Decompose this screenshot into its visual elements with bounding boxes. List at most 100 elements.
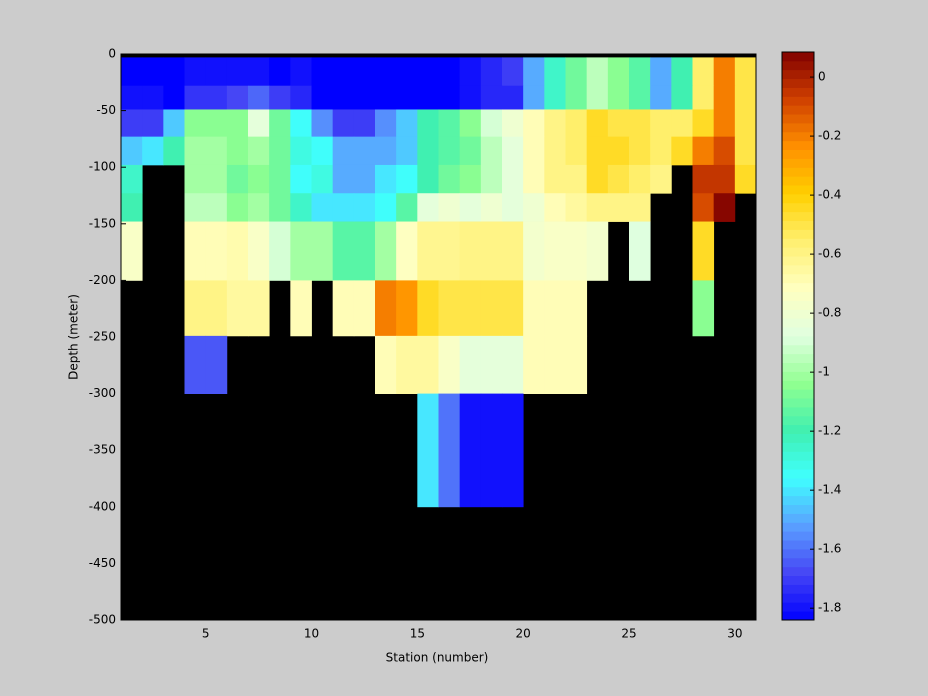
heatmap-cell: [290, 109, 312, 138]
colorbar-swatch: [782, 327, 814, 337]
heatmap-cell: [523, 136, 545, 166]
heatmap-cell: [480, 164, 503, 194]
heatmap-cell: [734, 136, 757, 166]
heatmap-cell: [459, 109, 482, 138]
heatmap-cell: [142, 57, 164, 87]
heatmap-cell: [396, 85, 418, 110]
heatmap-cell: [184, 109, 207, 138]
heatmap-cell: [586, 136, 609, 166]
heatmap-cell: [650, 164, 672, 194]
heatmap-cell: [523, 335, 545, 394]
heatmap-cell: [650, 109, 672, 138]
heatmap-cell: [459, 164, 482, 194]
heatmap-cell: [375, 193, 397, 222]
heatmap-cell: [523, 193, 545, 222]
heatmap-cell: [523, 109, 545, 138]
heatmap-cell: [586, 85, 609, 110]
heatmap-cell: [142, 136, 164, 166]
heatmap-cell: [607, 57, 630, 87]
heatmap-cell: [248, 221, 270, 281]
heatmap-cell: [121, 164, 143, 194]
heatmap-cell: [353, 109, 376, 138]
colorbar-swatch: [782, 247, 814, 257]
colorbar-swatch: [782, 602, 814, 612]
heatmap-cell: [226, 221, 249, 281]
heatmap-cell: [417, 85, 439, 110]
heatmap-cell: [226, 85, 249, 110]
heatmap-cell: [459, 280, 482, 337]
heatmap-cell: [713, 136, 736, 166]
heatmap-cell: [713, 164, 736, 194]
heatmap-cell: [607, 193, 630, 222]
heatmap-cell: [502, 221, 524, 281]
heatmap-cell: [502, 393, 524, 508]
colorbar-swatch: [782, 202, 814, 213]
heatmap-cell: [269, 221, 291, 281]
heatmap-cell: [417, 193, 439, 222]
heatmap-cell: [184, 57, 207, 87]
colorbar-swatch: [782, 96, 814, 106]
heatmap-cell: [713, 109, 736, 138]
heatmap-cell: [607, 164, 630, 194]
heatmap-cell: [459, 393, 482, 508]
heatmap-cell: [226, 57, 249, 87]
heatmap-cell: [121, 193, 143, 222]
colorbar-swatch: [782, 105, 814, 115]
colorbar-frame: [781, 51, 815, 621]
heatmap-cell: [205, 335, 228, 394]
heatmap-cell: [544, 109, 566, 138]
colorbar-swatch: [782, 87, 814, 97]
heatmap-cell: [205, 221, 228, 281]
heatmap-cell: [248, 280, 270, 337]
heatmap-cell: [417, 335, 439, 394]
colorbar-tick-label: -1: [818, 365, 830, 379]
heatmap-cell: [607, 85, 630, 110]
heatmap-cell: [459, 57, 482, 87]
heatmap-cell: [311, 136, 334, 166]
colorbar-swatch: [782, 149, 814, 159]
heatmap-cell: [692, 280, 715, 337]
colorbar-swatch: [782, 442, 814, 452]
heatmap-cell: [121, 57, 143, 87]
heatmap-cell: [692, 164, 715, 194]
colorbar-swatch: [782, 300, 814, 310]
heatmap-cell: [142, 85, 164, 110]
heatmap-cell: [565, 57, 588, 87]
heatmap-cell: [353, 221, 376, 281]
heatmap-cell: [480, 57, 503, 87]
heatmap-cell: [142, 109, 164, 138]
colorbar-swatch: [782, 69, 814, 80]
heatmap-cell: [332, 221, 355, 281]
heatmap-cell: [417, 280, 439, 337]
heatmap-cell: [184, 136, 207, 166]
heatmap-cell: [544, 85, 566, 110]
colorbar-swatch: [782, 211, 814, 222]
colorbar-swatch: [782, 371, 814, 381]
heatmap-cell: [459, 136, 482, 166]
heatmap-cell: [269, 164, 291, 194]
colorbar-swatch: [782, 575, 814, 585]
heatmap-cell: [692, 221, 715, 281]
x-tick-label: 30: [727, 627, 742, 641]
colorbar-tick-label: -0.4: [818, 188, 841, 202]
colorbar-tick-label: -1.8: [818, 601, 841, 615]
heatmap-cell: [417, 221, 439, 281]
heatmap-cell: [290, 164, 312, 194]
heatmap-cell: [523, 221, 545, 281]
colorbar-swatch: [782, 131, 814, 142]
colorbar-swatch: [782, 318, 814, 328]
heatmap-cell: [565, 221, 588, 281]
colorbar-swatch: [782, 291, 814, 301]
heatmap-cell: [586, 164, 609, 194]
heatmap-cell: [226, 193, 249, 222]
heatmap-cell: [671, 85, 693, 110]
heatmap-cell: [565, 109, 588, 138]
colorbar-swatch: [782, 167, 814, 177]
heatmap-cell: [332, 193, 355, 222]
y-tick-label: -350: [89, 443, 116, 457]
heatmap-cell: [502, 335, 524, 394]
heatmap-cell: [353, 136, 376, 166]
heatmap-cell: [226, 280, 249, 337]
heatmap-cell: [629, 85, 651, 110]
heatmap-cell: [713, 85, 736, 110]
